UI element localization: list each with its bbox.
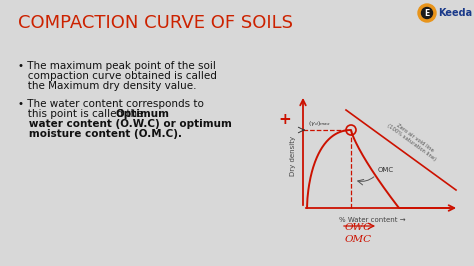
Text: $(\gamma_d)_{max}$: $(\gamma_d)_{max}$ [308, 119, 331, 128]
Circle shape [421, 7, 432, 19]
Text: water content (O.W.C) or optimum: water content (O.W.C) or optimum [18, 119, 232, 129]
Text: moisture content (O.M.C).: moisture content (O.M.C). [18, 129, 182, 139]
Text: • The maximum peak point of the soil: • The maximum peak point of the soil [18, 61, 216, 71]
Text: Dry density: Dry density [290, 135, 296, 176]
Text: Keeda: Keeda [438, 8, 472, 18]
Text: % Water content →: % Water content → [339, 217, 405, 223]
Text: Optimum: Optimum [116, 109, 170, 119]
Circle shape [418, 4, 436, 22]
Text: • The water content corresponds to: • The water content corresponds to [18, 99, 204, 109]
Text: compaction curve obtained is called: compaction curve obtained is called [18, 71, 217, 81]
Text: OWC: OWC [345, 223, 372, 232]
Text: OMC: OMC [378, 167, 394, 173]
Text: the Maximum dry density value.: the Maximum dry density value. [18, 81, 197, 91]
Text: +: + [279, 113, 292, 127]
Text: COMPACTION CURVE OF SOILS: COMPACTION CURVE OF SOILS [18, 14, 293, 32]
Text: this point is called the: this point is called the [18, 109, 147, 119]
Text: Zero air void line
(100% saturation line): Zero air void line (100% saturation line… [386, 118, 440, 162]
Text: OMC: OMC [345, 235, 372, 244]
Text: E: E [424, 9, 429, 18]
